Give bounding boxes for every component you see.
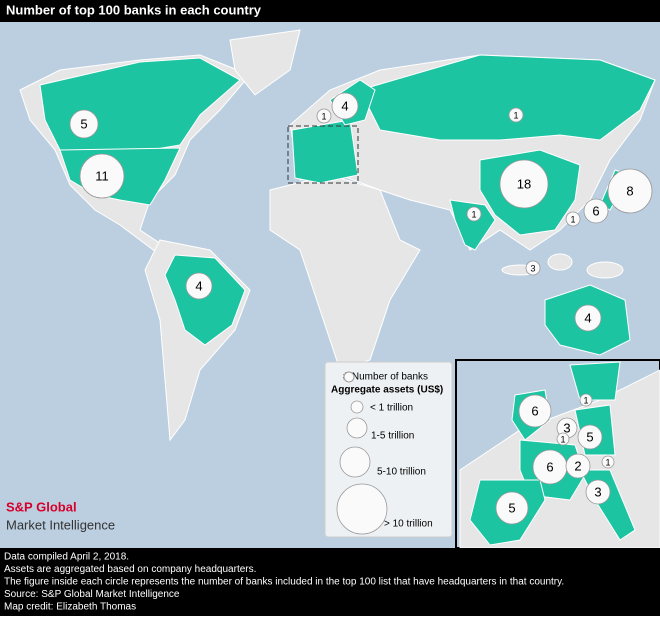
bubble-label: 8 [626, 183, 633, 198]
legend-subtitle: Aggregate assets (US$) [331, 385, 443, 396]
bubble [79, 153, 125, 199]
bubble [69, 109, 99, 139]
bubble [565, 211, 581, 227]
bubble-label: 6 [592, 203, 599, 218]
bubble [577, 424, 603, 450]
bubble [331, 92, 359, 120]
bubble [556, 432, 570, 446]
bubble-label: 2 [574, 458, 581, 473]
bubble-label: 6 [531, 403, 538, 418]
legend-circle [346, 417, 368, 439]
bubble [525, 260, 541, 276]
bubble-label: 3 [530, 263, 535, 273]
bubble [499, 159, 549, 209]
footer-bar [0, 548, 660, 616]
bubble [601, 455, 615, 469]
legend-title: #-Number of banks [343, 372, 428, 383]
title-bar [0, 0, 660, 22]
bubble-label: 4 [341, 98, 348, 113]
bubble [585, 479, 611, 505]
legend-label: < 1 trillion [370, 403, 413, 414]
bubble-label: 1 [605, 457, 610, 467]
footer-line: Data compiled April 2, 2018. [4, 552, 129, 563]
bubble-label: 3 [594, 484, 601, 499]
bubble-label: 1 [570, 214, 575, 224]
legend-label: 5-10 trillion [377, 467, 426, 478]
inset-marker [287, 125, 359, 184]
brand-name: S&P Global [6, 499, 77, 514]
bubble [316, 108, 332, 124]
title: Number of top 100 banks in each country [6, 2, 262, 17]
bubble [574, 304, 602, 332]
bubble [508, 107, 524, 123]
bubble [495, 491, 529, 525]
bubble [185, 272, 213, 300]
bubble-label: 3 [563, 420, 570, 435]
legend-circle [339, 446, 371, 478]
bubble-label: 5 [80, 116, 87, 131]
bubble-label: 4 [584, 310, 591, 325]
legend-symbol [343, 371, 355, 383]
bubble [565, 453, 591, 479]
bubble-label: 5 [508, 500, 515, 515]
bubble-label: 1 [583, 395, 588, 405]
legend-circle [336, 483, 388, 535]
bubble-label: 4 [195, 278, 202, 293]
legend-label: > 10 trillion [384, 519, 433, 530]
legend-circle [350, 400, 364, 414]
bubble [518, 394, 552, 428]
bubble-label: 1 [321, 111, 326, 121]
footer-line: Map credit: Elizabeth Thomas [4, 602, 136, 613]
bubble-label: 1 [471, 209, 476, 219]
bubble-label: 6 [546, 459, 553, 474]
brand-unit: Market Intelligence [6, 517, 115, 532]
bubble [466, 206, 482, 222]
bubble-label: 1 [560, 434, 565, 444]
bubble-label: 5 [586, 429, 593, 444]
bubble [607, 168, 653, 214]
footer-line: Source: S&P Global Market Intelligence [4, 589, 180, 600]
bubble-label: 11 [95, 168, 109, 183]
legend-label: 1-5 trillion [371, 431, 414, 442]
footer-line: Assets are aggregated based on company h… [4, 564, 256, 575]
footer-line: The figure inside each circle represents… [4, 577, 564, 588]
bubble [579, 393, 593, 407]
bubble [583, 198, 609, 224]
bubble-label: 18 [517, 176, 531, 191]
bubble-label: 1 [513, 110, 518, 120]
